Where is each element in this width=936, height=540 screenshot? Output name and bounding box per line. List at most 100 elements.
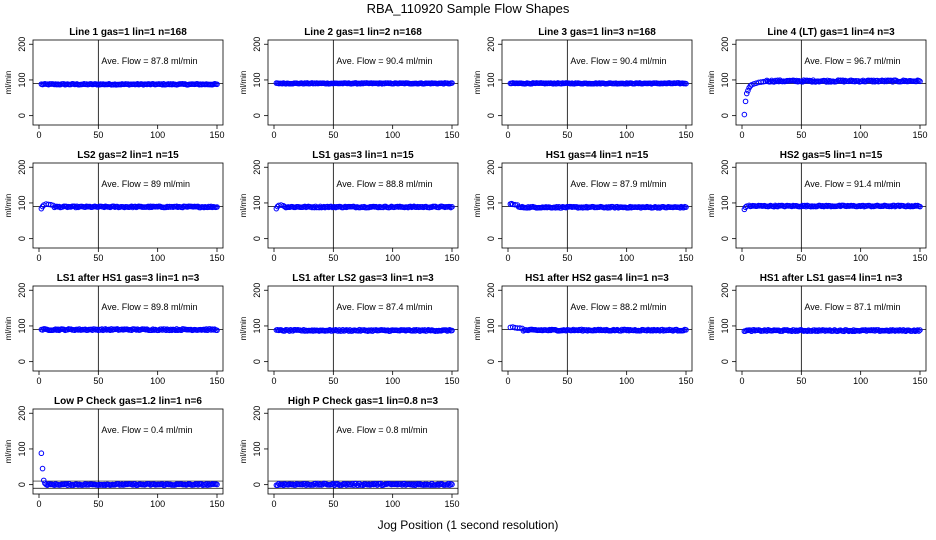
chart-title: LS1 gas=3 lin=1 n=15: [312, 150, 414, 161]
data-point: [680, 204, 687, 211]
data-point: [917, 78, 923, 85]
data-point: [274, 203, 281, 210]
y-tick-label: 0: [720, 113, 730, 118]
y-axis-label: ml/min: [473, 194, 482, 218]
average-flow-annotation: Ave. Flow = 96.7 ml/min: [804, 56, 900, 66]
y-tick-label: 100: [17, 72, 27, 87]
data-point: [48, 201, 54, 208]
plot-frame: [32, 408, 224, 495]
x-tick-label: 0: [271, 376, 276, 386]
chart-panel: LS1 after LS2 gas=3 lin=1 n=3 0 100 200 ml/m…: [239, 273, 460, 386]
y-tick-label: 0: [720, 359, 730, 364]
data-point: [683, 327, 689, 333]
y-tick-label: 100: [486, 318, 496, 333]
average-flow-annotation: Ave. Flow = 87.4 ml/min: [336, 302, 432, 312]
y-tick-label: 100: [17, 195, 27, 210]
x-tick-label: 0: [36, 376, 41, 386]
x-tick-label: 0: [36, 130, 41, 140]
x-tick-label: 150: [912, 130, 927, 140]
data-point: [214, 204, 220, 210]
data-point: [683, 80, 689, 87]
data-point: [741, 111, 748, 118]
data-point: [449, 327, 455, 334]
x-tick-label: 100: [150, 130, 165, 140]
average-flow-annotation: Ave. Flow = 91.4 ml/min: [804, 179, 900, 189]
x-tick-label: 100: [619, 130, 634, 140]
x-tick-label: 50: [796, 376, 806, 386]
data-point: [214, 481, 220, 488]
y-tick-label: 200: [17, 406, 27, 421]
y-axis-label: ml/min: [4, 194, 13, 218]
y-tick-label: 0: [252, 113, 262, 118]
average-flow-annotation: Ave. Flow = 88.8 ml/min: [336, 179, 432, 189]
x-tick-label: 0: [739, 130, 744, 140]
chart-title: Line 3 gas=1 lin=3 n=168: [538, 27, 656, 38]
y-tick-label: 100: [252, 195, 262, 210]
y-axis-label: ml/min: [707, 317, 716, 341]
y-axis-label: ml/min: [707, 71, 716, 95]
x-tick-label: 150: [678, 376, 693, 386]
x-tick-label: 150: [444, 376, 459, 386]
x-tick-label: 150: [209, 253, 224, 263]
data-point: [917, 203, 923, 210]
y-tick-label: 100: [252, 318, 262, 333]
x-tick-label: 150: [209, 130, 224, 140]
data-point: [39, 465, 46, 472]
plot-frame: [735, 162, 927, 249]
x-tick-label: 0: [36, 253, 41, 263]
chart-panel: Line 4 (LT) gas=1 lin=4 n=3 0 100 200 ml/min…: [707, 27, 928, 140]
x-tick-label: 150: [678, 253, 693, 263]
page-title: RBA_110920 Sample Flow Shapes: [366, 1, 570, 16]
y-tick-label: 0: [17, 113, 27, 118]
chart-title: LS2 gas=2 lin=1 n=15: [77, 150, 179, 161]
x-tick-label: 50: [562, 376, 572, 386]
x-tick-label: 0: [505, 253, 510, 263]
x-tick-label: 50: [328, 376, 338, 386]
y-tick-label: 0: [252, 359, 262, 364]
y-axis-label: ml/min: [473, 71, 482, 95]
y-tick-label: 0: [17, 236, 27, 241]
average-flow-annotation: Ave. Flow = 89 ml/min: [101, 179, 190, 189]
chart-title: Line 1 gas=1 lin=1 n=168: [69, 27, 187, 38]
average-flow-annotation: Ave. Flow = 88.2 ml/min: [570, 302, 666, 312]
chart-panel: Line 3 gas=1 lin=3 n=168 0 100 200 ml/min 0 50…: [473, 27, 694, 140]
chart-panel: Line 1 gas=1 lin=1 n=168 0 100 200 ml/min 0 50…: [4, 27, 225, 140]
plot-frame: [267, 408, 459, 495]
x-tick-label: 0: [505, 130, 510, 140]
chart-panel: LS2 gas=2 lin=1 n=15 0 100 200 ml/min 0 50 100 1…: [4, 150, 225, 263]
y-axis-label: ml/min: [4, 440, 13, 464]
x-tick-label: 100: [150, 253, 165, 263]
data-point: [449, 204, 455, 210]
chart-panel: Line 2 gas=1 lin=2 n=168 0 100 200 ml/min 0 50…: [239, 27, 460, 140]
chart-title: HS2 gas=5 lin=1 n=15: [780, 150, 883, 161]
y-tick-label: 100: [720, 72, 730, 87]
data-point: [917, 327, 923, 333]
x-tick-label: 150: [444, 499, 459, 509]
data-point: [449, 481, 455, 488]
data-point: [446, 482, 453, 488]
x-tick-label: 50: [562, 253, 572, 263]
y-tick-label: 200: [252, 37, 262, 52]
y-tick-label: 200: [17, 160, 27, 175]
y-tick-label: 200: [720, 37, 730, 52]
y-tick-label: 0: [486, 359, 496, 364]
y-tick-label: 200: [720, 160, 730, 175]
chart-panel: High P Check gas=1 lin=0.8 n=3 0 100 200 ml/…: [239, 396, 460, 509]
y-tick-label: 200: [17, 37, 27, 52]
chart-title: Line 2 gas=1 lin=2 n=168: [304, 27, 422, 38]
x-tick-label: 50: [93, 376, 103, 386]
average-flow-annotation: Ave. Flow = 89.8 ml/min: [101, 302, 197, 312]
plot-frame: [32, 285, 224, 372]
average-flow-annotation: Ave. Flow = 87.8 ml/min: [101, 56, 197, 66]
x-tick-label: 50: [93, 253, 103, 263]
y-axis-label: ml/min: [473, 317, 482, 341]
chart-title: HS1 after HS2 gas=4 lin=1 n=3: [525, 273, 669, 284]
x-tick-label: 100: [385, 376, 400, 386]
x-tick-label: 0: [271, 499, 276, 509]
data-point: [914, 327, 921, 333]
y-tick-label: 100: [252, 441, 262, 456]
y-axis-label: ml/min: [4, 317, 13, 341]
chart-panel: HS1 after LS1 gas=4 lin=1 n=3 0 100 200 ml/m…: [707, 273, 928, 386]
plot-frame: [735, 39, 927, 126]
